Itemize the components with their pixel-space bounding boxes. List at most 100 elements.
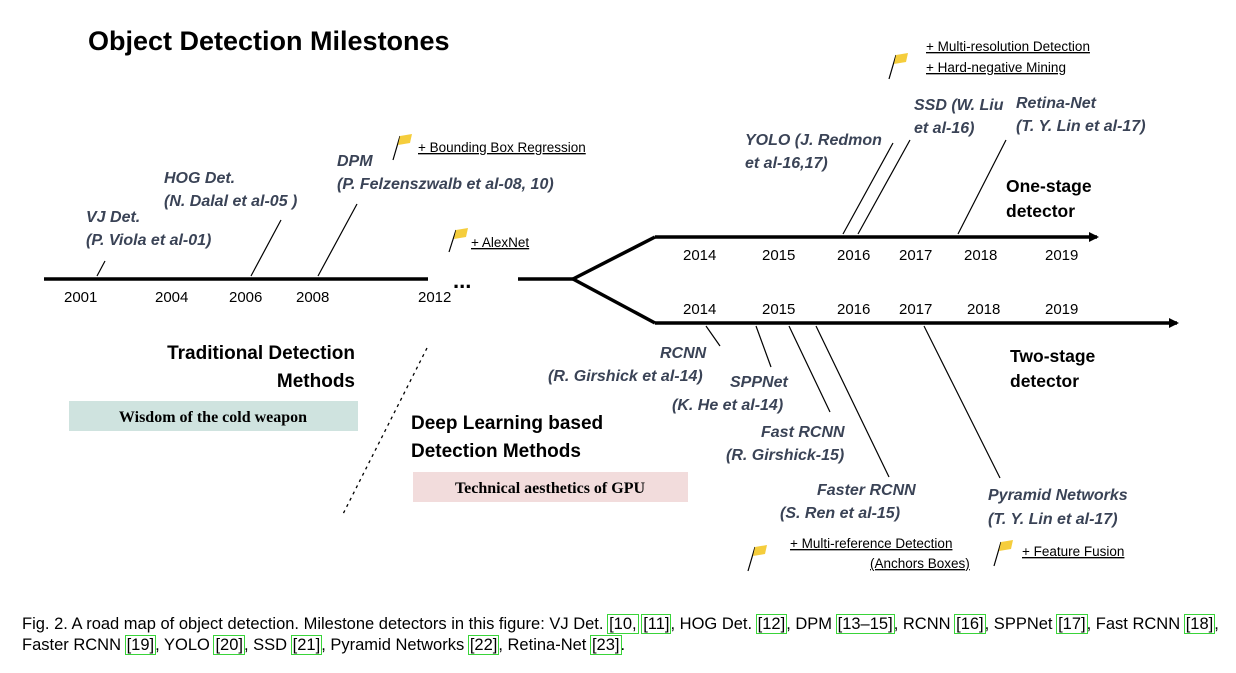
deep-tag-box: [413, 472, 688, 502]
note-anchors: (Anchors Boxes): [870, 556, 970, 571]
fast-rcnn-ref: (R. Girshick-15): [726, 447, 844, 464]
section-headings: Traditional Detection Methods Deep Learn…: [167, 343, 603, 462]
year-label: 2004: [155, 289, 188, 306]
yolo-ref: et al-16,17): [745, 155, 828, 172]
year-label: 2016: [837, 247, 870, 264]
year-label: 2018: [967, 301, 1000, 318]
citation-link[interactable]: [10,: [607, 614, 639, 634]
sppnet-name: SPPNet: [730, 374, 788, 391]
figure-title: Object Detection Milestones: [88, 26, 450, 56]
branch-labels: One-stage detector Two-stage detector: [1006, 176, 1096, 391]
ssd-name: SSD (W. Liu: [914, 97, 1004, 114]
branch-upper: [572, 235, 656, 281]
traditional-tag: Wisdom of the cold weapon: [119, 409, 307, 426]
faster-rcnn-ref: (S. Ren et al-15): [780, 505, 900, 522]
vj-det-ref: (P. Viola et al-01): [86, 232, 211, 249]
vj-det-name: VJ Det.: [86, 209, 140, 226]
citation-link[interactable]: [17]: [1056, 614, 1088, 634]
caption-text: , Retina-Net: [498, 636, 591, 654]
citation-link[interactable]: [11]: [641, 614, 672, 634]
technique-notes: + Bounding Box Regression + AlexNet + Mu…: [418, 39, 1124, 571]
year-label: 2019: [1045, 247, 1078, 264]
era-divider: [341, 347, 428, 517]
two-stage-label-1: Two-stage: [1010, 346, 1096, 366]
note-alexnet: + AlexNet: [471, 235, 529, 250]
traditional-years: 2001 2004 2006 2008 2012: [64, 289, 451, 306]
caption-text: , RCNN: [893, 615, 956, 633]
rcnn-name: RCNN: [660, 345, 707, 362]
caption-text: , Faster RCNN: [22, 615, 1219, 654]
ssd-ref: et al-16): [914, 120, 974, 137]
caption-text: , YOLO: [155, 636, 215, 654]
year-label: 2001: [64, 289, 97, 306]
citation-link[interactable]: [22]: [467, 635, 500, 655]
yolo-name: YOLO (J. Redmon: [745, 132, 882, 149]
year-label: 2006: [229, 289, 262, 306]
roadmap-diagram: Object Detection Milestones ... 2001 200…: [44, 26, 1179, 572]
deep-tag: Technical aesthetics of GPU: [455, 480, 646, 497]
deep-heading-2: Detection Methods: [411, 441, 581, 462]
dpm-name: DPM: [337, 153, 373, 170]
traditional-heading-1: Traditional Detection: [167, 343, 355, 364]
flag-icon: [993, 540, 1013, 567]
year-label: 2017: [899, 301, 932, 318]
citation-link[interactable]: [13–15]: [835, 614, 895, 634]
deep-heading-1: Deep Learning based: [411, 413, 603, 434]
traditional-tag-box: [69, 401, 358, 431]
caption-text: , HOG Det.: [670, 615, 757, 633]
note-multi-reference: + Multi-reference Detection: [790, 536, 952, 551]
hog-det-name: HOG Det.: [164, 170, 235, 187]
note-feature-fusion: + Feature Fusion: [1022, 544, 1124, 559]
citation-link[interactable]: [21]: [290, 635, 323, 655]
one-stage-leader-lines: [842, 139, 1007, 235]
one-stage-label-2: detector: [1006, 201, 1075, 221]
caption-text: , Pyramid Networks: [321, 636, 469, 654]
year-label: 2016: [837, 301, 870, 318]
hog-det-ref: (N. Dalal et al-05 ): [164, 193, 297, 210]
year-label: 2017: [899, 247, 932, 264]
fpn-ref: (T. Y. Lin et al-17): [988, 511, 1118, 528]
year-label: 2019: [1045, 301, 1078, 318]
dpm-ref: (P. Felzenszwalb et al-08, 10): [337, 176, 554, 193]
fpn-name: Pyramid Networks: [988, 487, 1128, 504]
citation-link[interactable]: [23]: [589, 635, 622, 655]
year-label: 2015: [762, 247, 795, 264]
flag-icon: [747, 545, 767, 572]
one-stage-label-1: One-stage: [1006, 176, 1092, 196]
year-label: 2018: [964, 247, 997, 264]
caption-text: , SSD: [243, 636, 292, 654]
citation-link[interactable]: [12]: [755, 614, 788, 634]
year-label: 2014: [683, 247, 716, 264]
flag-icon: [888, 53, 908, 80]
flag-icon: [448, 228, 468, 253]
year-label: 2008: [296, 289, 329, 306]
timeline-ellipsis: ...: [453, 268, 471, 293]
branch-lower: [572, 277, 656, 325]
caption-text: , Fast RCNN: [1086, 615, 1185, 633]
citation-link[interactable]: [18]: [1183, 614, 1216, 634]
caption-text: , SPPNet: [984, 615, 1058, 633]
sppnet-ref: (K. He et al-14): [672, 397, 783, 414]
citation-link[interactable]: [19]: [124, 635, 157, 655]
traditional-heading-2: Methods: [277, 371, 355, 392]
note-hard-negative: + Hard-negative Mining: [926, 60, 1066, 75]
caption-prefix: Fig. 2. A road map of object detection. …: [22, 615, 609, 633]
note-multi-resolution: + Multi-resolution Detection: [926, 39, 1090, 54]
caption-text: .: [620, 636, 626, 654]
note-bbox-regression: + Bounding Box Regression: [418, 140, 586, 155]
two-stage-years: 2014 2015 2016 2017 2018 2019: [683, 301, 1078, 318]
citation-link[interactable]: [16]: [954, 614, 986, 634]
retina-net-ref: (T. Y. Lin et al-17): [1016, 118, 1146, 135]
year-label: 2012: [418, 289, 451, 306]
two-stage-leader-lines: [705, 325, 1001, 479]
fast-rcnn-name: Fast RCNN: [761, 424, 845, 441]
figure-caption: Fig. 2. A road map of object detection. …: [22, 614, 1222, 656]
detector-labels: VJ Det. (P. Viola et al-01) HOG Det. (N.…: [86, 95, 1146, 528]
citation-link[interactable]: [20]: [213, 635, 245, 655]
two-stage-label-2: detector: [1010, 371, 1079, 391]
year-label: 2014: [683, 301, 716, 318]
one-stage-years: 2014 2015 2016 2017 2018 2019: [683, 247, 1078, 264]
flag-icon: [392, 134, 412, 161]
caption-text: , DPM: [786, 615, 837, 633]
faster-rcnn-name: Faster RCNN: [817, 482, 916, 499]
